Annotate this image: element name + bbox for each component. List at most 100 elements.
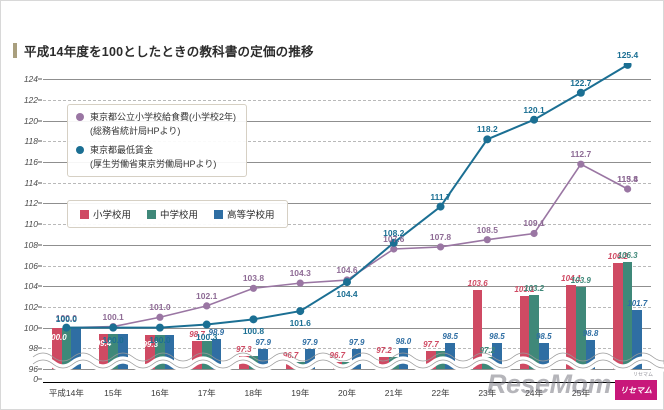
bar-value-label: 97.3 bbox=[235, 344, 252, 354]
data-labels-layer: 100.0 99.4 99.3 98.7 98.9 97.3 97.9 96.7 97.9 96.… bbox=[43, 50, 651, 383]
legend-lines: 東京都公立小学校給食費(小学校2年) (総務省統計局HPより) 東京都最低賃金 … bbox=[67, 104, 248, 178]
bar-group bbox=[51, 327, 81, 369]
y-axis-tick-label: 110 bbox=[24, 219, 38, 230]
bar-value-label: 98.5 bbox=[535, 332, 552, 342]
bar-elementary bbox=[613, 263, 623, 369]
y-axis-tick-mark bbox=[38, 306, 42, 308]
gridline bbox=[43, 79, 651, 81]
gridline bbox=[43, 120, 651, 122]
bar-group bbox=[145, 334, 175, 369]
y-axis-tick-label: 120 bbox=[23, 115, 38, 126]
point-value-label: 104.3 bbox=[289, 268, 311, 279]
legend-wage-line2: (厚生労働省東京労働局HPより) bbox=[90, 159, 217, 170]
point-value-label: 112.7 bbox=[570, 149, 592, 160]
gridline bbox=[43, 141, 651, 143]
x-axis-label: 18年 bbox=[244, 388, 263, 398]
y-axis-tick-mark bbox=[38, 202, 42, 204]
blue-swatch-icon bbox=[214, 209, 224, 219]
x-axis-labels: 平成14年 15年 16年 17年 18年 19年 20年 21年 22年 23年 24年 25年 26… bbox=[43, 387, 651, 407]
y-axis-tick-label: 116 bbox=[24, 157, 38, 168]
line-marker bbox=[249, 284, 258, 292]
x-axis-label: 24年 bbox=[525, 388, 544, 398]
bar-junior bbox=[622, 262, 633, 369]
bar-value-label: 99.4 bbox=[95, 338, 112, 348]
bar-junior bbox=[108, 333, 118, 369]
bar-value-label: 97.2 bbox=[479, 345, 496, 355]
line-marker bbox=[389, 238, 398, 247]
gridline bbox=[43, 100, 651, 102]
red-swatch-icon bbox=[80, 209, 89, 219]
point-value-label: 101.0 bbox=[149, 302, 171, 313]
point-value-label: 115.8 bbox=[617, 174, 639, 184]
bar-value-label: 98.8 bbox=[582, 329, 599, 339]
y-axis-tick-mark bbox=[38, 161, 42, 163]
y-axis-tick-label-zero: 0 bbox=[33, 374, 38, 384]
point-value-label: 109.1 bbox=[523, 218, 545, 229]
y-axis-tick-mark bbox=[38, 265, 42, 267]
bar-junior bbox=[155, 334, 165, 369]
bar-value-label: 96.7 bbox=[282, 350, 299, 360]
point-value-label: 100.0 bbox=[55, 313, 78, 324]
point-value-label: 122.7 bbox=[570, 77, 592, 88]
y-axis-tick-mark bbox=[38, 244, 42, 246]
line-marker bbox=[296, 307, 305, 316]
line-marker bbox=[156, 313, 164, 321]
green-swatch-icon bbox=[147, 209, 157, 219]
legend-junior-label: 中学校用 bbox=[160, 210, 199, 221]
bar-value-label: 103.1 bbox=[514, 284, 535, 294]
legend-item-junior: 中学校用 bbox=[147, 207, 198, 221]
x-axis-label: 23年 bbox=[478, 388, 497, 398]
x-axis-label: 21年 bbox=[384, 388, 403, 398]
line-marker bbox=[390, 245, 398, 253]
point-value-label: 125.4 bbox=[616, 49, 639, 60]
bar-value-label: 97.7 bbox=[423, 340, 439, 350]
legend-item-high: 高等学校用 bbox=[214, 207, 275, 221]
y-axis-tick-label: 98 bbox=[28, 343, 38, 354]
y-axis-tick-mark bbox=[38, 140, 42, 142]
point-value-label: 103.8 bbox=[242, 273, 265, 284]
bar-value-label: 97.9 bbox=[348, 338, 365, 348]
blue-dot-icon bbox=[76, 146, 84, 155]
bar-value-label: 98.5 bbox=[442, 332, 458, 342]
bar-value-label: 99.3 bbox=[142, 339, 159, 349]
point-value-label: 100.0 bbox=[55, 312, 78, 323]
y-axis-tick-label: 112 bbox=[24, 198, 38, 209]
line-marker bbox=[62, 323, 71, 332]
point-value-label-lunch-last: 113.4 bbox=[617, 174, 639, 184]
line-marker bbox=[109, 323, 118, 332]
bar-value-label: 103.2 bbox=[524, 283, 545, 293]
point-value-label: 104.6 bbox=[336, 265, 358, 276]
x-axis-line bbox=[43, 382, 651, 383]
y-axis-tick-label: 114 bbox=[24, 177, 38, 188]
bar-value-label: 97.9 bbox=[255, 338, 271, 348]
bar-value-label: 98.5 bbox=[489, 332, 505, 342]
y-axis-tick-mark bbox=[38, 120, 42, 122]
point-value-label: 100.3 bbox=[196, 331, 218, 342]
x-axis-label: 平成14年 bbox=[48, 388, 84, 398]
legend-item-elementary: 小学校用 bbox=[80, 207, 131, 221]
point-value-label: 108.5 bbox=[476, 224, 498, 235]
gridline bbox=[43, 203, 651, 205]
legend-lunch-line2: (総務省統計局HPより) bbox=[90, 126, 181, 137]
bar-elementary bbox=[51, 327, 62, 369]
gridline bbox=[43, 348, 651, 350]
bar-high bbox=[117, 333, 128, 369]
x-axis-label: 22年 bbox=[431, 388, 450, 398]
line-marker bbox=[343, 278, 351, 287]
chart-title-bar: 平成14年度を100としたときの教科書の定価の推移 bbox=[13, 41, 314, 59]
bar-value-label: 101.7 bbox=[627, 299, 648, 309]
y-axis-tick-label: 96 bbox=[28, 364, 38, 374]
point-value-label: 120.1 bbox=[523, 104, 545, 115]
point-value-label: 100.8 bbox=[242, 326, 265, 337]
line-marker bbox=[436, 202, 445, 211]
bar-elementary bbox=[98, 333, 109, 369]
bar-value-label: 98.7 bbox=[189, 330, 205, 340]
legend-wage-line1: 東京都最低賃金 bbox=[90, 145, 154, 156]
bar-group bbox=[613, 262, 643, 369]
bar-value-label: 97.2 bbox=[376, 345, 392, 355]
x-axis-label: 25年 bbox=[571, 388, 590, 398]
line-marker bbox=[623, 63, 632, 69]
line-marker bbox=[203, 302, 211, 310]
bar-elementary bbox=[519, 295, 530, 369]
y-axis-tick-mark bbox=[38, 99, 42, 101]
